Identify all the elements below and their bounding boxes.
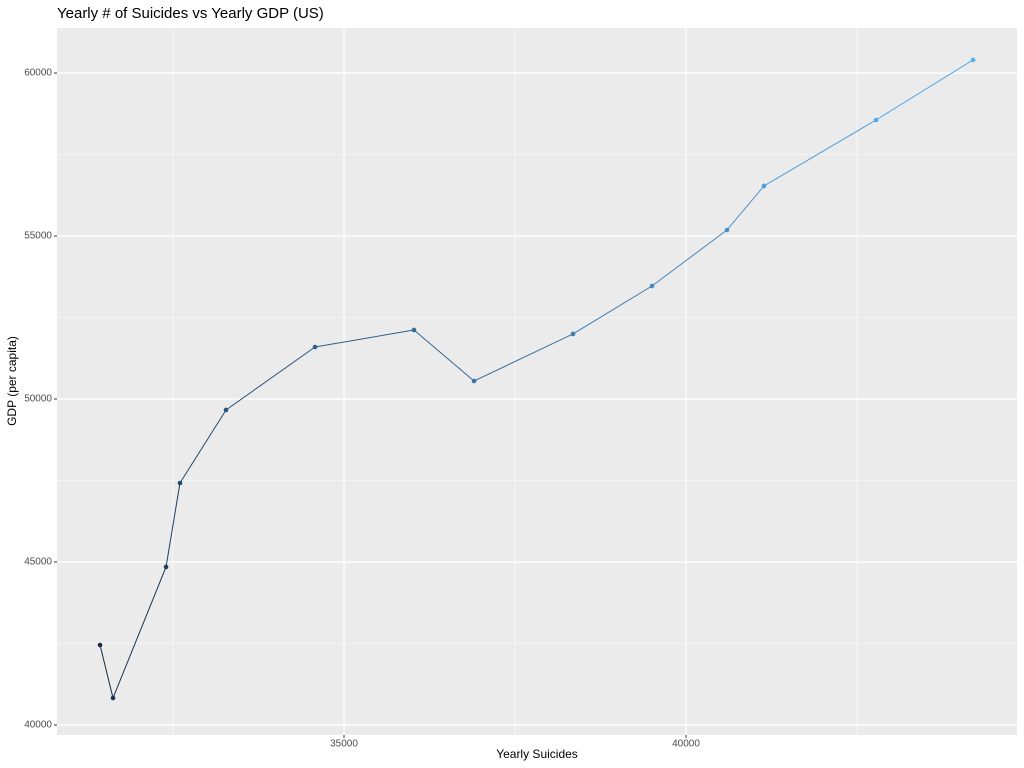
data-point [177,480,183,486]
y-tick-label: 40000 [24,720,52,731]
line-segment [112,566,167,699]
chart-title: Yearly # of Suicides vs Yearly GDP (US) [57,5,324,22]
plot-panel [57,28,1017,735]
x-tick-label: 35000 [330,739,358,750]
data-point [312,344,318,350]
line-segment [763,119,877,187]
y-tick-label: 50000 [24,394,52,405]
data-point [724,227,730,233]
line-segment [572,285,653,335]
y-axis-title: GDP (per capita) [5,336,19,426]
data-point [761,183,767,189]
data-point [163,564,169,570]
line-segment [225,346,316,411]
line-segment [99,644,114,699]
y-tick-label: 55000 [24,231,52,242]
data-point [223,407,229,413]
line-segment [875,59,974,121]
data-point [970,57,976,63]
line-segment [179,409,227,484]
data-point [570,331,576,337]
y-tick-label: 60000 [24,68,52,79]
data-point [97,642,103,648]
data-point [649,283,655,289]
line-segment [314,329,415,348]
data-point [110,695,116,701]
line-segment [413,329,475,382]
line-segment [165,482,181,568]
x-tick-label: 40000 [672,739,700,750]
line-segment [473,333,574,382]
line-segment [726,185,765,231]
y-tick-label: 45000 [24,557,52,568]
line-segment [651,229,728,287]
data-point [471,378,477,384]
data-point [873,117,879,123]
x-axis-title: Yearly Suicides [496,747,578,761]
data-point [411,327,417,333]
